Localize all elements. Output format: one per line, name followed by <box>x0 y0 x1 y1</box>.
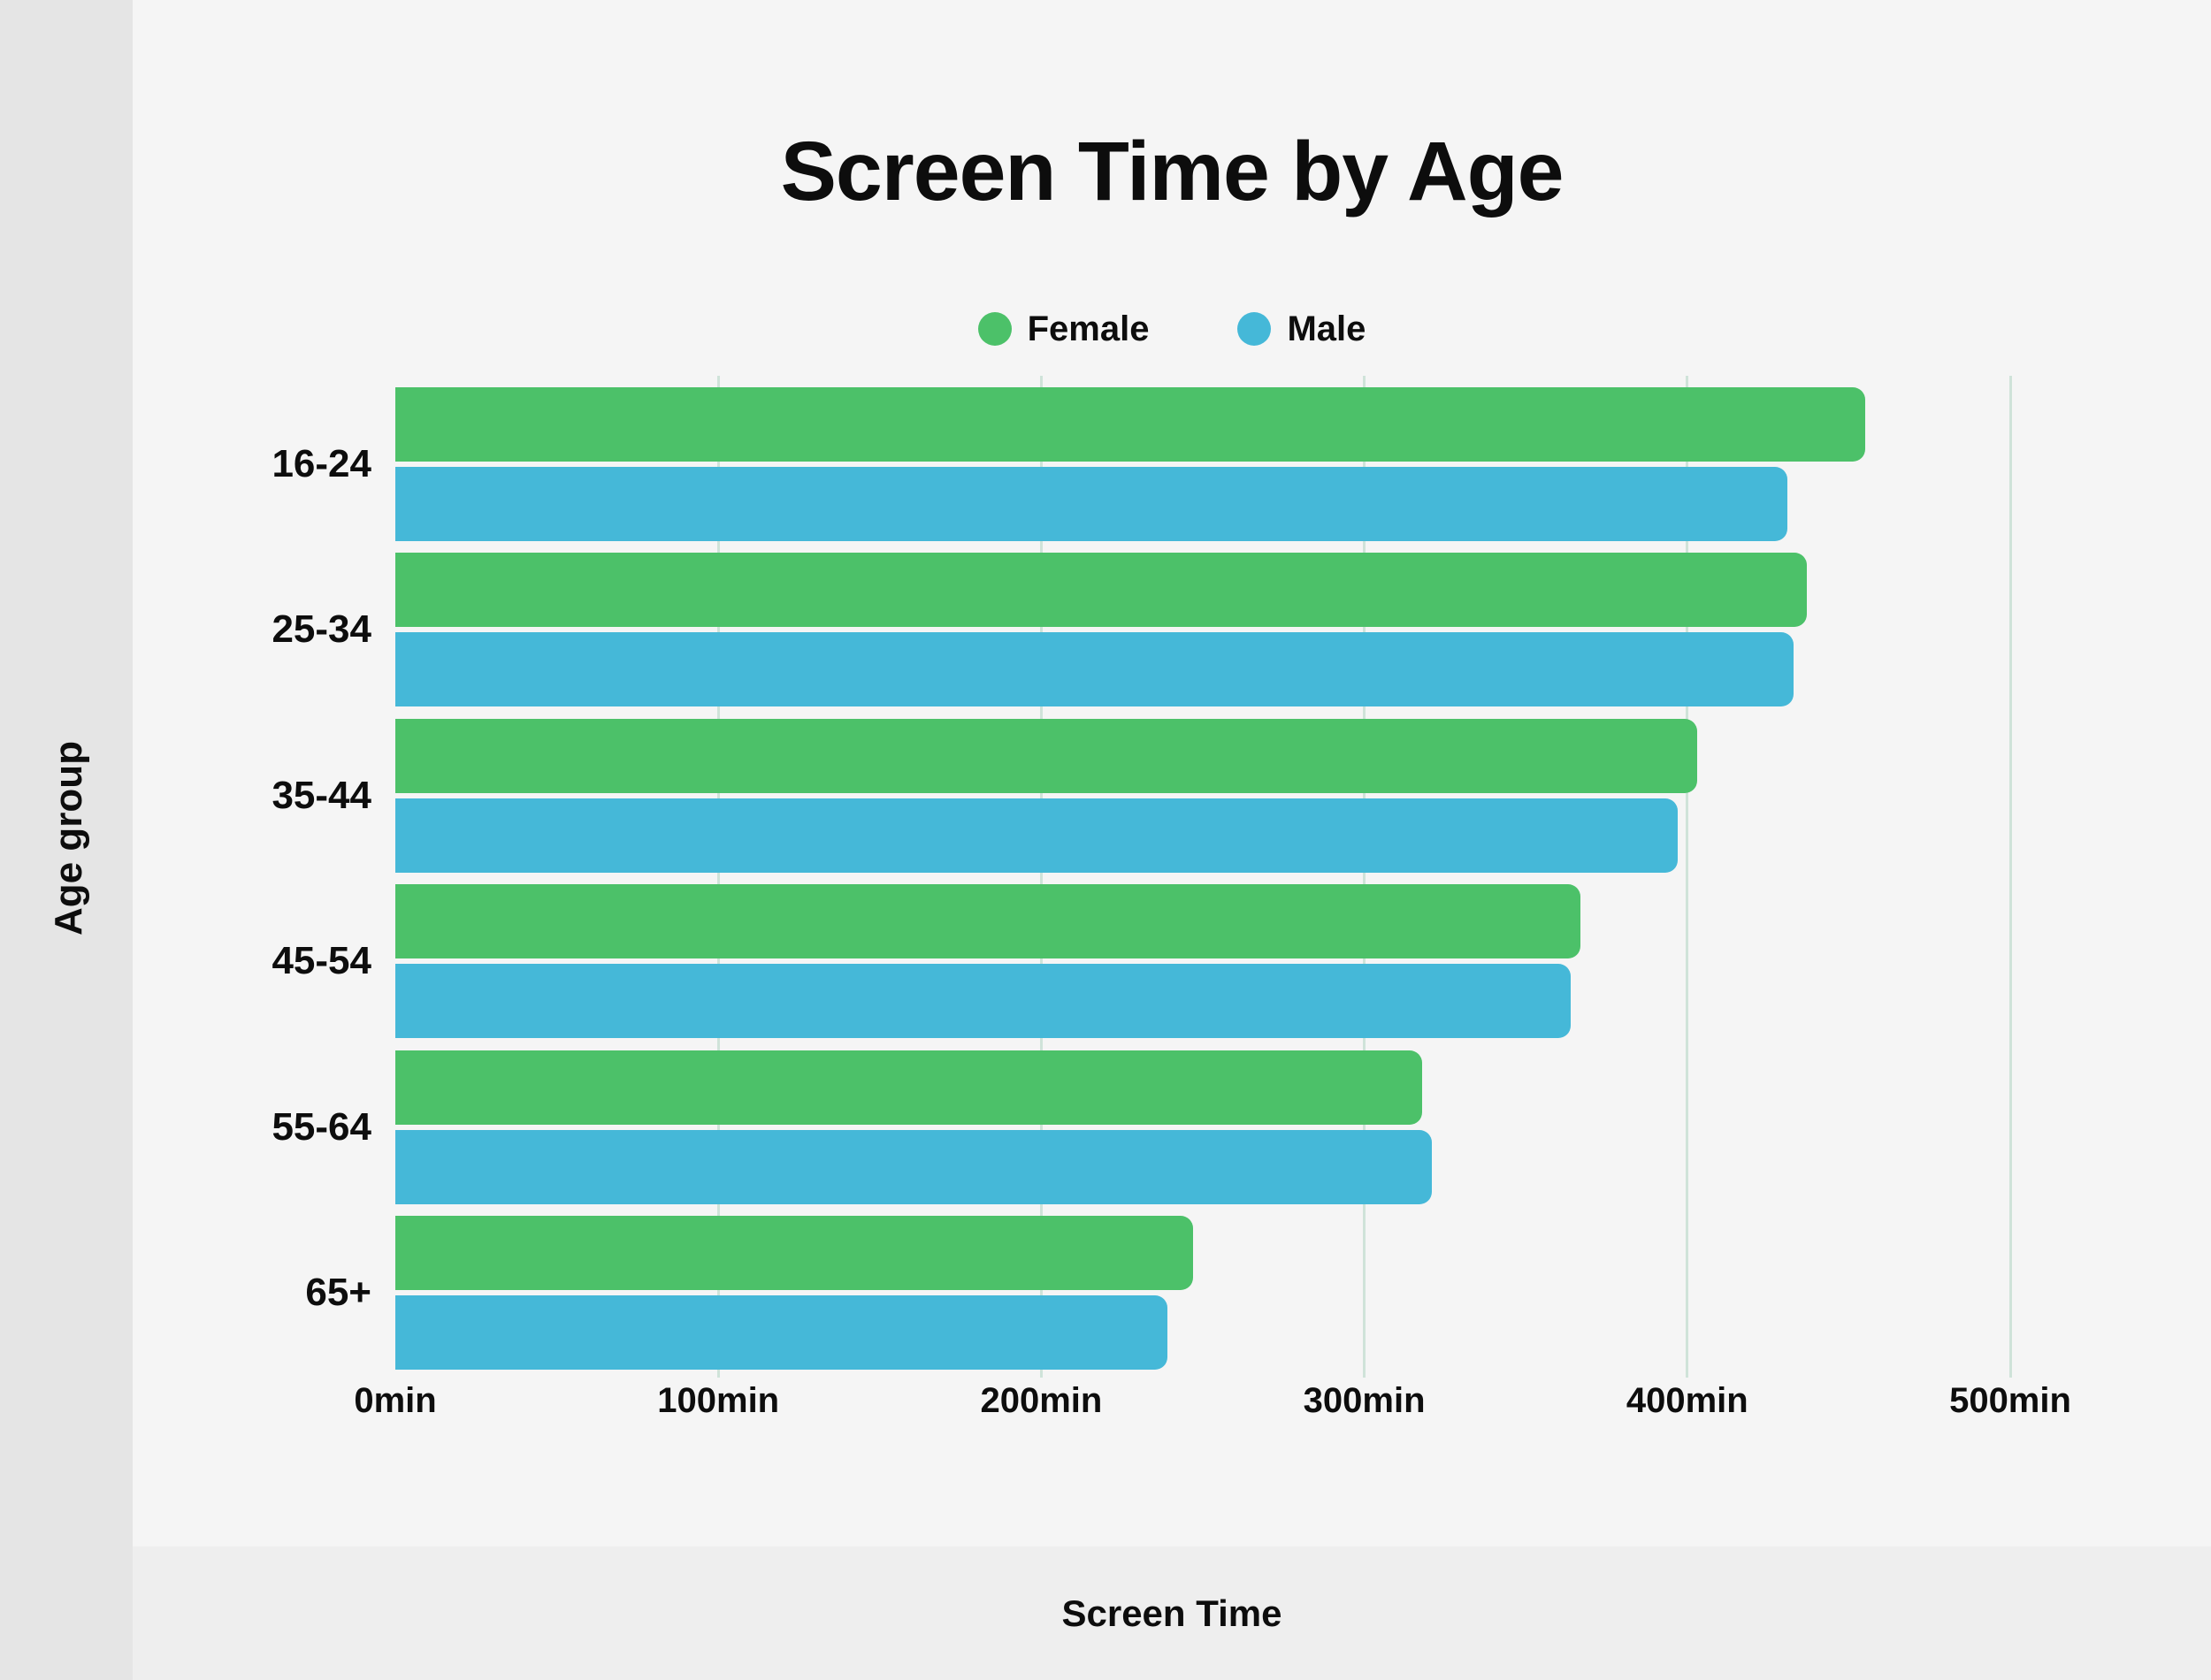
bar-male-25-34 <box>395 632 1794 707</box>
y-tick-label: 16-24 <box>272 442 371 485</box>
legend: Female Male <box>133 305 2211 353</box>
chart-title: Screen Time by Age <box>780 125 1565 218</box>
legend-item-female: Female <box>977 309 1150 349</box>
y-tick-label: 35-44 <box>272 773 371 817</box>
gridline <box>2008 376 2012 1378</box>
bottom-band: Screen Time <box>133 1546 2211 1680</box>
gridline <box>1039 376 1043 1378</box>
gridline <box>716 376 720 1378</box>
plot-area <box>395 376 2012 1378</box>
legend-dot-male <box>1237 312 1272 346</box>
bar-male-16-24 <box>395 467 1787 541</box>
gridline <box>1686 376 1689 1378</box>
x-axis-tick-labels: 0min 100min 200min 300min 400min 500min <box>354 1381 2071 1425</box>
y-tick-label: 25-34 <box>272 607 371 652</box>
y-tick-label: 55-64 <box>272 1104 371 1149</box>
x-tick-label: 100min <box>657 1381 780 1420</box>
bar-female-55-64 <box>395 1050 1423 1125</box>
y-tick-label: 45-54 <box>272 939 371 983</box>
bar-male-45-54 <box>395 964 1572 1039</box>
y-axis-title: Age group <box>47 741 90 935</box>
left-sidebar: Age group <box>0 0 133 1680</box>
x-tick-label: 0min <box>354 1381 437 1420</box>
bar-male-55-64 <box>395 1129 1433 1204</box>
bar-female-35-44 <box>395 718 1697 793</box>
legend-label: Male <box>1287 309 1366 348</box>
bar-male-35-44 <box>395 798 1678 873</box>
gridline <box>1363 376 1366 1378</box>
legend-label: Female <box>1027 309 1150 348</box>
y-tick-label: 65+ <box>305 1271 371 1314</box>
bar-male-65plus <box>395 1295 1167 1370</box>
x-tick-label: 400min <box>1626 1381 1748 1420</box>
y-axis-tick-labels: 16-24 25-34 35-44 45-54 55-64 65+ <box>133 376 371 1378</box>
bar-female-65plus <box>395 1216 1194 1290</box>
x-axis-title: Screen Time <box>1061 1592 1282 1634</box>
legend-dot-female <box>977 312 1012 346</box>
bar-female-45-54 <box>395 884 1581 959</box>
legend-item-male: Male <box>1237 309 1366 349</box>
x-tick-label: 200min <box>980 1381 1103 1420</box>
bar-female-25-34 <box>395 553 1807 628</box>
bar-female-16-24 <box>395 387 1865 462</box>
x-tick-label: 300min <box>1303 1381 1426 1420</box>
x-tick-label: 500min <box>1949 1381 2071 1420</box>
